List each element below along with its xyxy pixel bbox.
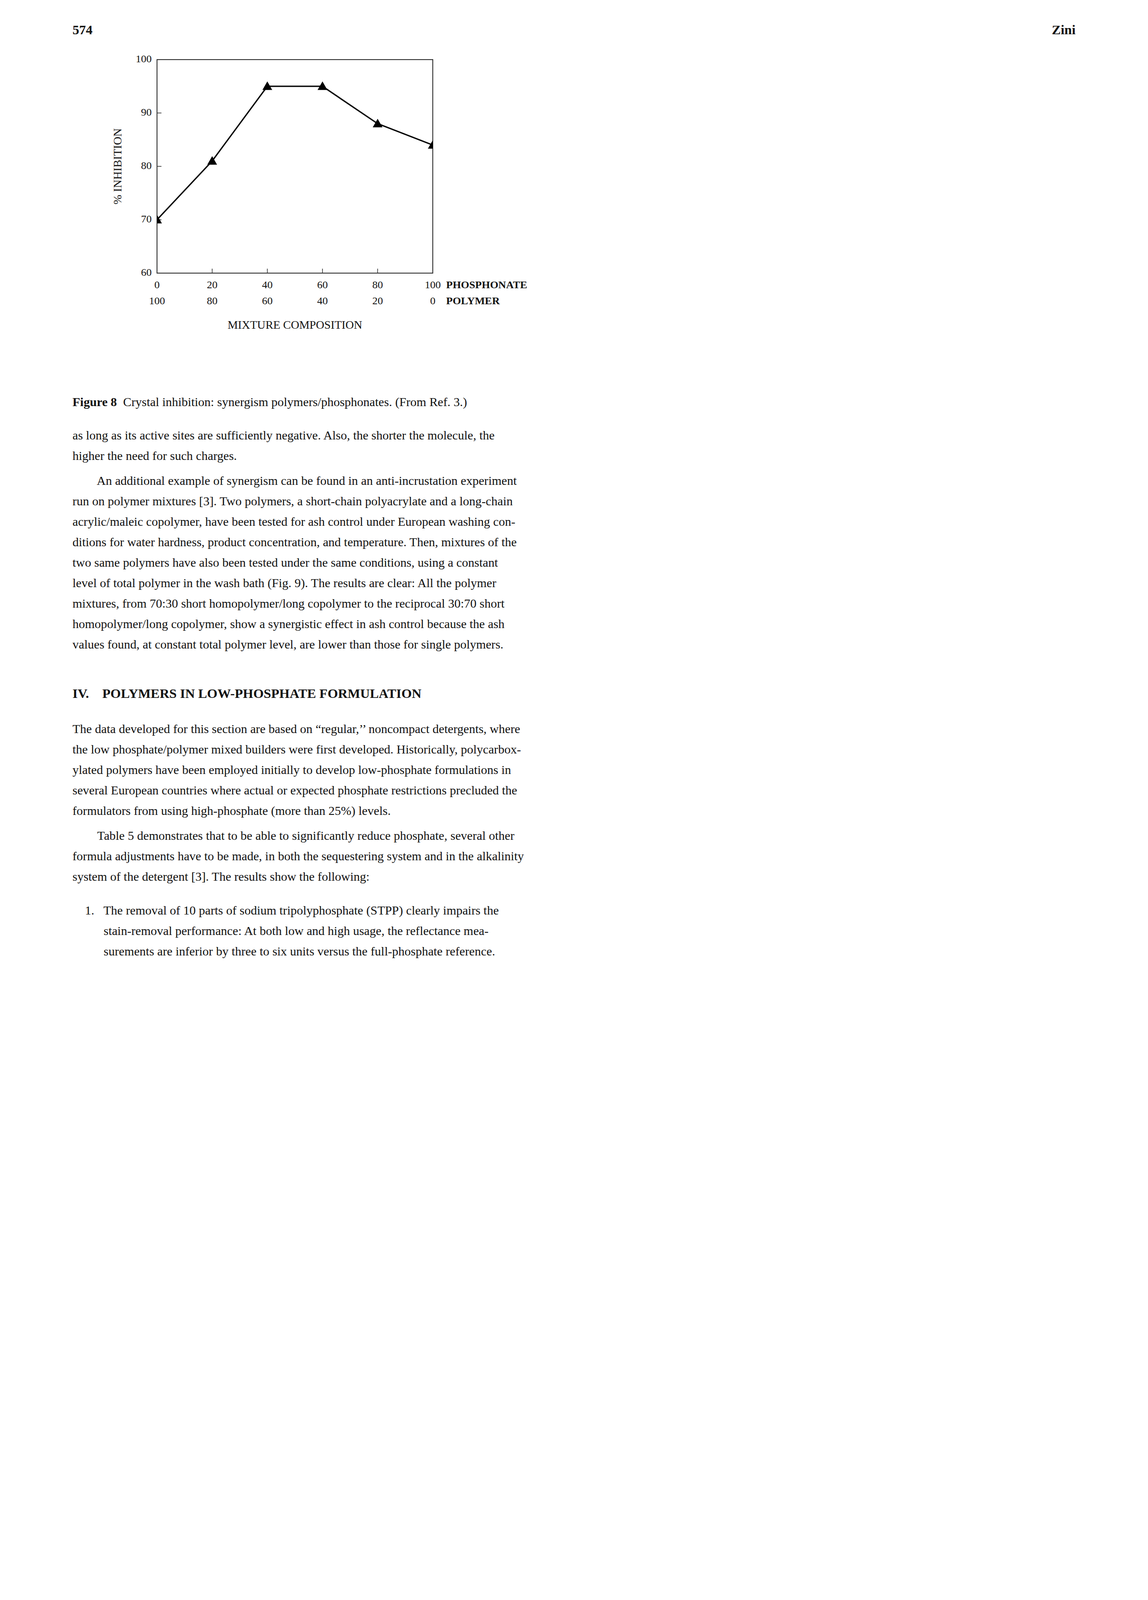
text-line: homopolymer/long copolymer, show a syner… (72, 613, 1076, 635)
spacer (72, 466, 1076, 471)
caption-text: Crystal inhibition: synergism polymers/p… (123, 394, 468, 409)
figure-caption: Figure 8 Crystal inhibition: synergism po… (72, 394, 1076, 410)
text-line: ditions for water hardness, product conc… (72, 531, 1076, 553)
marker (207, 156, 218, 165)
text-line: higher the need for such charges. (72, 445, 1076, 467)
x-tick (377, 268, 379, 274)
marker (262, 81, 273, 90)
x2-row-label: POLYMER (446, 294, 500, 307)
spacer (72, 821, 1076, 826)
x-tick-label: 20 (206, 278, 218, 291)
y-axis-label: % INHIBITION (111, 128, 125, 205)
y-tick-label: 100 (135, 52, 152, 65)
x2-tick-label: 80 (206, 294, 218, 307)
y-tick (157, 165, 162, 167)
text-line: mixtures, from 70:30 short homopolymer/l… (72, 593, 1076, 614)
x2-tick-label: 60 (261, 294, 273, 307)
paragraph: Table 5 demonstrates that to be able to … (72, 825, 1076, 887)
text-line: as long as its active sites are sufficie… (72, 425, 1076, 446)
x-axis-label: MIXTURE COMPOSITION (227, 318, 363, 332)
x2-tick-label: 0 (430, 294, 436, 307)
text-line: An additional example of synergism can b… (72, 470, 1076, 492)
x2-tick-label: 40 (317, 294, 328, 307)
series (157, 81, 433, 224)
y-tick (157, 112, 162, 114)
page: 574 Zini 60 70 80 90 100 0 20 40 60 80 100 100 80 60 40 2… (0, 0, 1148, 962)
y-tick-label: 60 (140, 266, 152, 278)
text-line: Table 5 demonstrates that to be able to … (72, 825, 1076, 846)
paragraph: The data developed for this section are … (72, 718, 1076, 822)
x-tick-label: 40 (261, 278, 273, 291)
text-line: the low phosphate/polymer mixed builders… (72, 739, 1076, 760)
paragraph: as long as its active sites are sufficie… (72, 425, 1076, 467)
x-tick-label: 80 (372, 278, 383, 291)
spacer (72, 886, 1076, 901)
x-tick (266, 268, 268, 274)
x-tick-label: 60 (317, 278, 328, 291)
y-tick-label: 80 (140, 159, 152, 172)
x-tick (322, 268, 323, 274)
line (157, 86, 433, 220)
text-line: ylated polymers have been employed initi… (72, 759, 1076, 781)
x-tick-label: 0 (154, 278, 160, 291)
running-header: Zini (1051, 22, 1076, 38)
text-line: several European countries where actual … (72, 780, 1076, 801)
plot-frame (157, 59, 433, 274)
chart: 60 70 80 90 100 0 20 40 60 80 100 100 80 60 40 20 0 PHOSP… (99, 50, 1076, 382)
text-line: formulators from using high-phosphate (m… (72, 800, 1076, 822)
text-line: level of total polymer in the wash bath … (72, 572, 1076, 594)
text-line: 1. The removal of 10 parts of sodium tri… (72, 900, 1076, 921)
text-line: values found, at constant total polymer … (72, 634, 1076, 655)
chart-svg: 60 70 80 90 100 0 20 40 60 80 100 100 80 60 40 20 0 PHOSP… (99, 50, 544, 380)
section-title: IV. POLYMERS IN LOW-PHOSPHATE FORMULATIO… (72, 685, 1076, 701)
text-line: formula adjustments have to be made, in … (72, 845, 1076, 867)
text-line: system of the detergent [3]. The results… (72, 866, 1076, 887)
text-line: two same polymers have also been tested … (72, 552, 1076, 573)
y-tick-label: 70 (140, 213, 152, 225)
text-line: The data developed for this section are … (72, 718, 1076, 740)
list-item: 1. The removal of 10 parts of sodium tri… (72, 900, 1076, 962)
x2-tick-label: 20 (372, 294, 383, 307)
text-line: run on polymer mixtures [3]. Two polymer… (72, 491, 1076, 512)
x2-tick-label: 100 (149, 294, 166, 307)
y-tick-label: 90 (140, 106, 152, 118)
marker (372, 118, 383, 128)
x-tick-label: 100 (424, 278, 441, 291)
caption-label: Figure 8 (72, 394, 117, 409)
marker (157, 214, 162, 224)
text-line: surements are inferior by three to six u… (72, 941, 1076, 962)
marker (427, 140, 433, 149)
text-line: acrylic/maleic copolymer, have been test… (72, 511, 1076, 532)
paragraph: An additional example of synergism can b… (72, 470, 1076, 655)
x-row-label: PHOSPHONATE (446, 278, 528, 291)
page-number: 574 (72, 22, 93, 38)
page-header: 574 Zini (72, 22, 1076, 38)
text-line: stain-removal performance: At both low a… (72, 920, 1076, 942)
marker (317, 81, 328, 90)
x-tick (211, 268, 213, 274)
